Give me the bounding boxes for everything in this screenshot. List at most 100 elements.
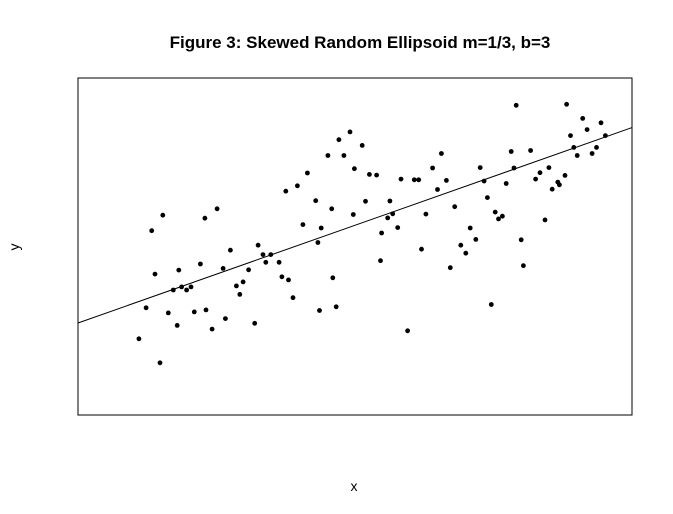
data-point-63	[405, 328, 410, 334]
regression-line	[77, 127, 633, 324]
data-point-72	[447, 265, 453, 271]
data-point-43	[325, 153, 331, 158]
data-point-61	[395, 225, 401, 231]
y-axis-label: y	[6, 244, 22, 251]
data-point-20	[223, 316, 228, 321]
data-point-69	[435, 187, 440, 192]
data-point-8	[174, 323, 180, 328]
data-point-88	[513, 102, 519, 108]
data-point-107	[594, 145, 599, 150]
data-point-25	[246, 267, 252, 273]
data-point-18	[214, 206, 220, 212]
data-point-11	[184, 287, 190, 293]
data-point-1	[143, 305, 149, 311]
data-point-106	[589, 151, 595, 156]
data-point-104	[580, 116, 586, 121]
data-point-82	[492, 209, 498, 215]
data-point-90	[521, 263, 526, 269]
data-point-96	[549, 186, 555, 192]
data-point-37	[300, 222, 306, 228]
data-point-105	[584, 127, 590, 132]
data-point-54	[367, 172, 372, 177]
data-point-12	[188, 284, 194, 290]
data-point-44	[329, 206, 335, 212]
data-point-46	[333, 304, 339, 310]
chart-title: Figure 3: Skewed Random Ellipsoid m=1/3,…	[170, 33, 551, 52]
plot-frame	[77, 77, 633, 416]
data-point-86	[508, 149, 514, 154]
data-point-91	[528, 148, 533, 153]
data-point-66	[419, 246, 424, 252]
data-point-59	[387, 198, 393, 204]
data-point-34	[286, 277, 291, 283]
data-point-55	[374, 172, 379, 178]
data-point-24	[240, 279, 246, 285]
data-point-92	[533, 176, 538, 182]
data-point-14	[198, 261, 203, 267]
data-point-102	[571, 145, 577, 150]
data-point-56	[378, 258, 383, 264]
data-point-17	[209, 326, 215, 332]
data-point-71	[444, 178, 449, 183]
data-point-84	[500, 213, 505, 219]
data-point-13	[191, 309, 197, 315]
data-point-87	[511, 165, 517, 171]
data-point-81	[488, 302, 494, 307]
data-point-4	[157, 360, 163, 366]
data-point-48	[341, 153, 347, 158]
x-axis-label: x	[351, 478, 358, 494]
data-point-57	[379, 230, 384, 236]
data-point-65	[416, 177, 422, 183]
data-point-30	[268, 252, 274, 257]
data-point-5	[160, 212, 166, 218]
data-point-19	[220, 266, 226, 271]
data-point-74	[458, 242, 464, 248]
data-point-31	[276, 259, 282, 265]
data-point-41	[318, 225, 324, 231]
data-point-22	[234, 283, 239, 289]
data-point-73	[452, 204, 458, 210]
data-point-27	[255, 242, 261, 248]
data-point-35	[290, 295, 296, 301]
data-point-109	[603, 133, 608, 139]
data-point-62	[398, 176, 404, 182]
data-point-80	[485, 195, 490, 201]
data-point-78	[477, 165, 483, 171]
data-point-99	[562, 173, 568, 178]
data-point-100	[564, 101, 569, 107]
data-point-3	[152, 271, 158, 277]
data-point-29	[263, 259, 269, 265]
data-point-45	[330, 275, 336, 281]
data-point-101	[568, 133, 573, 139]
data-point-40	[315, 240, 321, 245]
data-point-2	[149, 228, 155, 234]
data-point-93	[537, 170, 543, 176]
plot-area	[77, 101, 633, 366]
data-point-15	[202, 215, 208, 221]
data-point-38	[305, 170, 310, 176]
data-point-0	[136, 336, 142, 342]
data-point-108	[598, 120, 604, 126]
data-point-36	[295, 183, 300, 189]
data-point-7	[170, 287, 176, 293]
data-point-95	[546, 165, 552, 171]
data-point-10	[179, 284, 185, 290]
data-point-70	[439, 151, 444, 156]
data-point-28	[260, 252, 266, 257]
data-point-23	[237, 292, 243, 297]
data-point-76	[467, 225, 473, 231]
data-point-58	[385, 215, 391, 221]
data-point-21	[228, 247, 233, 253]
data-point-47	[336, 137, 342, 143]
data-point-83	[496, 216, 501, 222]
data-point-32	[279, 274, 285, 280]
data-point-68	[430, 165, 435, 171]
data-point-51	[352, 166, 357, 172]
data-point-60	[390, 211, 396, 217]
data-point-53	[363, 198, 368, 204]
data-point-9	[176, 267, 182, 273]
data-point-67	[423, 211, 429, 217]
data-point-94	[542, 217, 548, 223]
data-point-85	[503, 181, 509, 186]
